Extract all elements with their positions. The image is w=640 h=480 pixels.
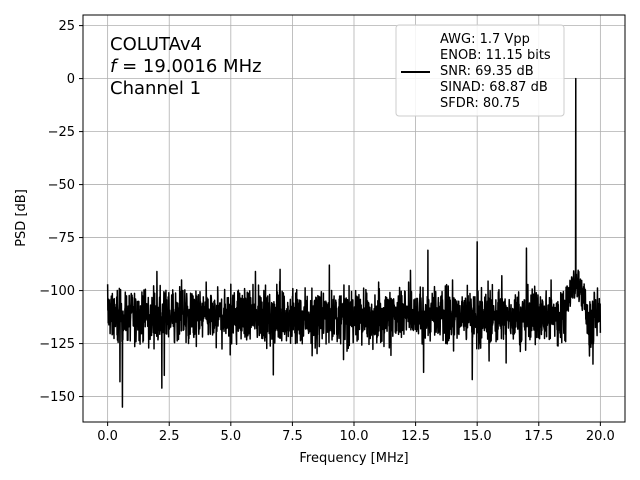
legend: AWG: 1.7 Vpp ENOB: 11.15 bits SNR: 69.35… — [395, 24, 565, 117]
x-tick-label: 0.0 — [97, 429, 118, 444]
x-tick-label: 17.5 — [524, 429, 553, 444]
x-tick-label: 2.5 — [159, 429, 180, 444]
y-tick-label: −75 — [48, 231, 75, 246]
annotation-line-channel: Channel 1 — [110, 78, 201, 99]
legend-line-sfdr: SFDR: 80.75 — [440, 96, 520, 111]
annotation-line-frequency: f = 19.0016 MHz — [110, 56, 262, 77]
y-tick-label: −50 — [48, 178, 75, 193]
y-tick-label: 0 — [67, 72, 75, 87]
x-tick-label: 15.0 — [463, 429, 492, 444]
x-tick-label: 7.5 — [282, 429, 303, 444]
x-tick-label: 20.0 — [586, 429, 615, 444]
y-tick-label: −150 — [39, 390, 75, 405]
x-tick-label: 12.5 — [401, 429, 430, 444]
legend-line-sinad: SINAD: 68.87 dB — [440, 80, 548, 95]
legend-line-awg: AWG: 1.7 Vpp — [440, 32, 530, 47]
x-tick-label: 10.0 — [340, 429, 369, 444]
plot-area — [106, 77, 602, 408]
legend-line-snr: SNR: 69.35 dB — [440, 64, 534, 79]
frequency-symbol: f — [110, 56, 119, 77]
x-axis-label: Frequency [MHz] — [299, 451, 408, 466]
annotation-line-model: COLUTAv4 — [110, 34, 202, 55]
frequency-value: = 19.0016 MHz — [122, 56, 261, 77]
y-tick-label: −100 — [39, 284, 75, 299]
y-tick-label: 25 — [58, 19, 75, 34]
y-axis-label: PSD [dB] — [14, 189, 29, 247]
annotation-block: COLUTAv4 f = 19.0016 MHz Channel 1 — [110, 34, 262, 99]
legend-box — [395, 24, 565, 117]
y-tick-label: −125 — [39, 337, 75, 352]
ticks: 0.0 2.5 5.0 7.5 10.0 12.5 15.0 17.5 20.0 25 0 −25 −5… — [39, 19, 615, 444]
x-tick-label: 5.0 — [220, 429, 241, 444]
psd-series-line — [106, 77, 602, 408]
y-tick-label: −25 — [48, 125, 75, 140]
legend-line-enob: ENOB: 11.15 bits — [440, 48, 551, 63]
